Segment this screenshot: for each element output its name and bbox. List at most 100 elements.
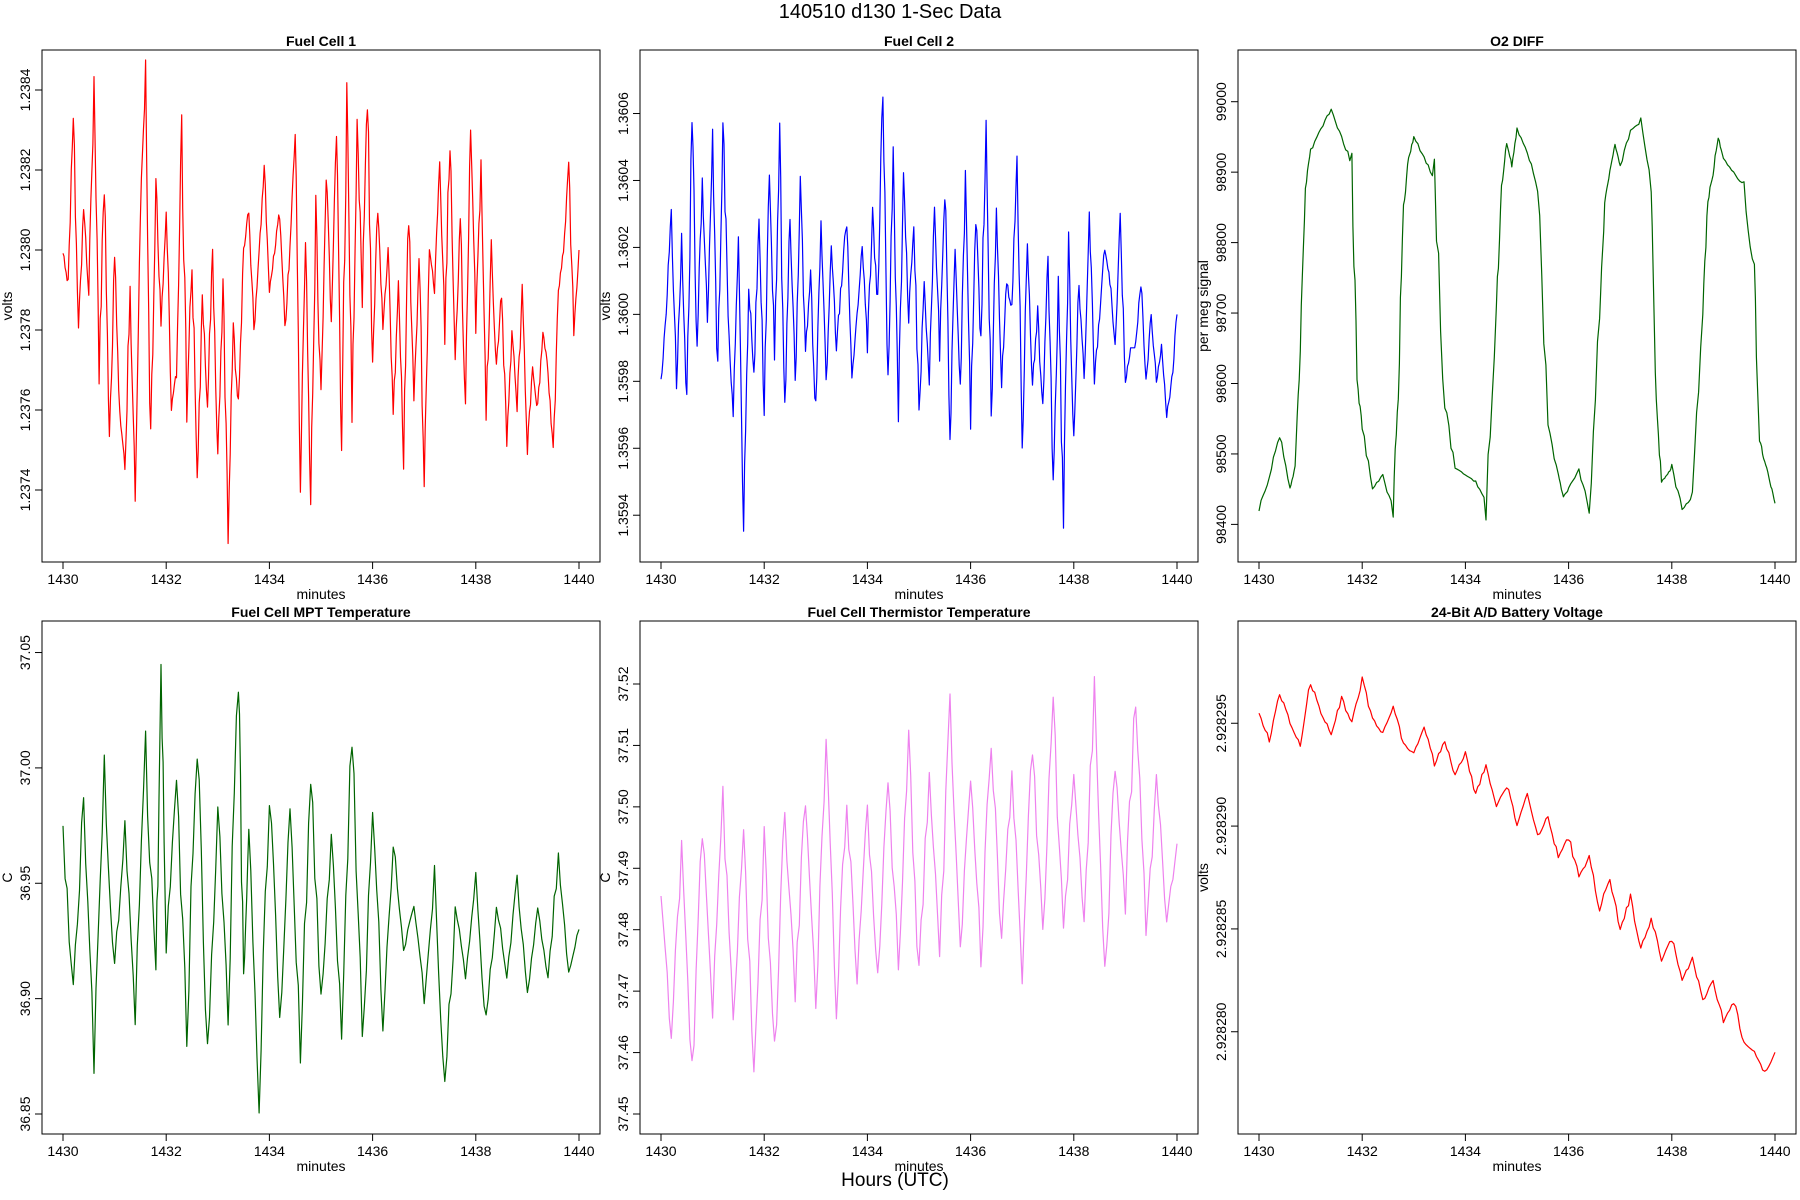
x-tick-label: 1434 [1450, 1143, 1481, 1159]
x-axis-label: minutes [296, 586, 345, 602]
x-tick-label: 1440 [1161, 571, 1192, 587]
y-tick-label: 2.928285 [1213, 900, 1229, 959]
y-axis-label: volts [0, 292, 15, 321]
figure-title: 140510 d130 1-Sec Data [779, 1, 1002, 23]
y-tick-label: 37.45 [615, 1096, 631, 1131]
chart-o2: O2 DIFF 1430 1432 1434 1436 1438 1440 minutes 98… [1195, 33, 1797, 602]
x-tick-label: 1430 [645, 1143, 676, 1159]
plot-frame [41, 49, 601, 563]
panel-title: Fuel Cell MPT Temperature [231, 604, 411, 620]
x-tick-label: 1430 [1243, 571, 1274, 587]
x-tick-label: 1434 [254, 571, 285, 587]
y-tick-label: 37.05 [17, 635, 33, 670]
x-tick-label: 1436 [1553, 571, 1584, 587]
y-tick-label: 1.3602 [615, 226, 631, 269]
x-axis-label: minutes [1492, 586, 1541, 602]
x-tick-label: 1438 [460, 571, 491, 587]
x-axis-label: minutes [894, 1158, 943, 1174]
x-tick-label: 1438 [1058, 1143, 1089, 1159]
x-axis-label: minutes [1492, 1158, 1541, 1174]
y-tick-label: 98900 [1213, 152, 1229, 191]
x-tick-label: 1434 [852, 571, 883, 587]
chart-mpt: Fuel Cell MPT Temperature 1430 1432 1434 143… [0, 604, 601, 1174]
series-line [1258, 676, 1776, 1072]
chart-battery: 24-Bit A/D Battery Voltage 1430 1432 1434 14… [1195, 604, 1797, 1174]
x-tick-label: 1432 [749, 1143, 780, 1159]
x-tick-label: 1438 [1656, 571, 1687, 587]
x-tick-label: 1440 [1759, 571, 1790, 587]
x-tick-label: 1430 [47, 571, 78, 587]
y-tick-label: 36.95 [17, 866, 33, 901]
y-axis-label: volts [1195, 863, 1211, 892]
y-tick-label: 1.3604 [615, 159, 631, 202]
series-line [660, 676, 1178, 1073]
x-tick-label: 1432 [1347, 1143, 1378, 1159]
x-tick-label: 1436 [955, 571, 986, 587]
y-tick-label: 37.00 [17, 750, 33, 785]
x-tick-label: 1438 [460, 1143, 491, 1159]
y-tick-label: 37.47 [615, 973, 631, 1008]
y-tick-label: 1.2380 [17, 228, 33, 271]
x-axis-label: minutes [296, 1158, 345, 1174]
y-tick-label: 98400 [1213, 505, 1229, 544]
y-tick-label: 98500 [1213, 434, 1229, 473]
x-tick-label: 1436 [955, 1143, 986, 1159]
y-axis-label: C [0, 872, 15, 882]
x-tick-label: 1436 [357, 1143, 388, 1159]
x-tick-label: 1440 [1161, 1143, 1192, 1159]
y-axis-label: C [597, 872, 613, 882]
y-tick-label: 37.49 [615, 851, 631, 886]
x-tick-label: 1432 [749, 571, 780, 587]
chart-panels: Fuel Cell 1 1430 1432 1434 1436 1438 1440 minut… [0, 33, 1797, 1174]
x-axis-label: minutes [894, 586, 943, 602]
series-line [1258, 108, 1776, 521]
y-tick-label: 1.2376 [17, 388, 33, 431]
plot-frame [639, 620, 1199, 1135]
panel-title: 24-Bit A/D Battery Voltage [1431, 604, 1603, 620]
x-tick-label: 1432 [151, 571, 182, 587]
y-tick-label: 37.50 [615, 789, 631, 824]
figure-xlabel: Hours (UTC) [841, 1170, 949, 1191]
series-line [62, 59, 580, 545]
y-tick-label: 2.928290 [1213, 797, 1229, 856]
x-tick-label: 1436 [357, 571, 388, 587]
y-tick-label: 98600 [1213, 364, 1229, 403]
y-tick-label: 1.2374 [17, 468, 33, 511]
y-tick-label: 37.52 [615, 666, 631, 701]
x-tick-label: 1436 [1553, 1143, 1584, 1159]
chart-thermistor: Fuel Cell Thermistor Temperature 1430 1432… [597, 604, 1199, 1174]
y-axis-label: per meg signal [1195, 260, 1211, 352]
x-tick-label: 1434 [1450, 571, 1481, 587]
series-line [62, 663, 580, 1114]
x-tick-label: 1434 [852, 1143, 883, 1159]
y-tick-label: 1.2382 [17, 148, 33, 191]
y-tick-label: 37.51 [615, 728, 631, 763]
y-tick-label: 98800 [1213, 223, 1229, 262]
x-tick-label: 1430 [47, 1143, 78, 1159]
panel-title: Fuel Cell 1 [286, 33, 356, 49]
x-tick-label: 1440 [563, 571, 594, 587]
y-tick-label: 37.46 [615, 1035, 631, 1070]
x-tick-label: 1438 [1656, 1143, 1687, 1159]
y-tick-label: 36.85 [17, 1096, 33, 1131]
x-tick-label: 1434 [254, 1143, 285, 1159]
x-tick-label: 1440 [563, 1143, 594, 1159]
y-tick-label: 1.3598 [615, 360, 631, 403]
y-tick-label: 1.3600 [615, 293, 631, 336]
y-tick-label: 1.2378 [17, 308, 33, 351]
plot-frame [1237, 620, 1797, 1135]
y-tick-label: 37.48 [615, 912, 631, 947]
y-tick-label: 1.2384 [17, 68, 33, 111]
chart-fc1: Fuel Cell 1 1430 1432 1434 1436 1438 1440 minut… [0, 33, 601, 602]
x-tick-label: 1432 [151, 1143, 182, 1159]
y-tick-label: 2.928280 [1213, 1002, 1229, 1061]
panel-title: O2 DIFF [1490, 33, 1544, 49]
y-tick-label: 98700 [1213, 293, 1229, 332]
chart-fc2: Fuel Cell 2 1430 1432 1434 1436 1438 1440 minut… [597, 33, 1199, 602]
y-tick-label: 2.928295 [1213, 694, 1229, 753]
y-tick-label: 36.90 [17, 981, 33, 1016]
panel-title: Fuel Cell 2 [884, 33, 954, 49]
x-tick-label: 1438 [1058, 571, 1089, 587]
